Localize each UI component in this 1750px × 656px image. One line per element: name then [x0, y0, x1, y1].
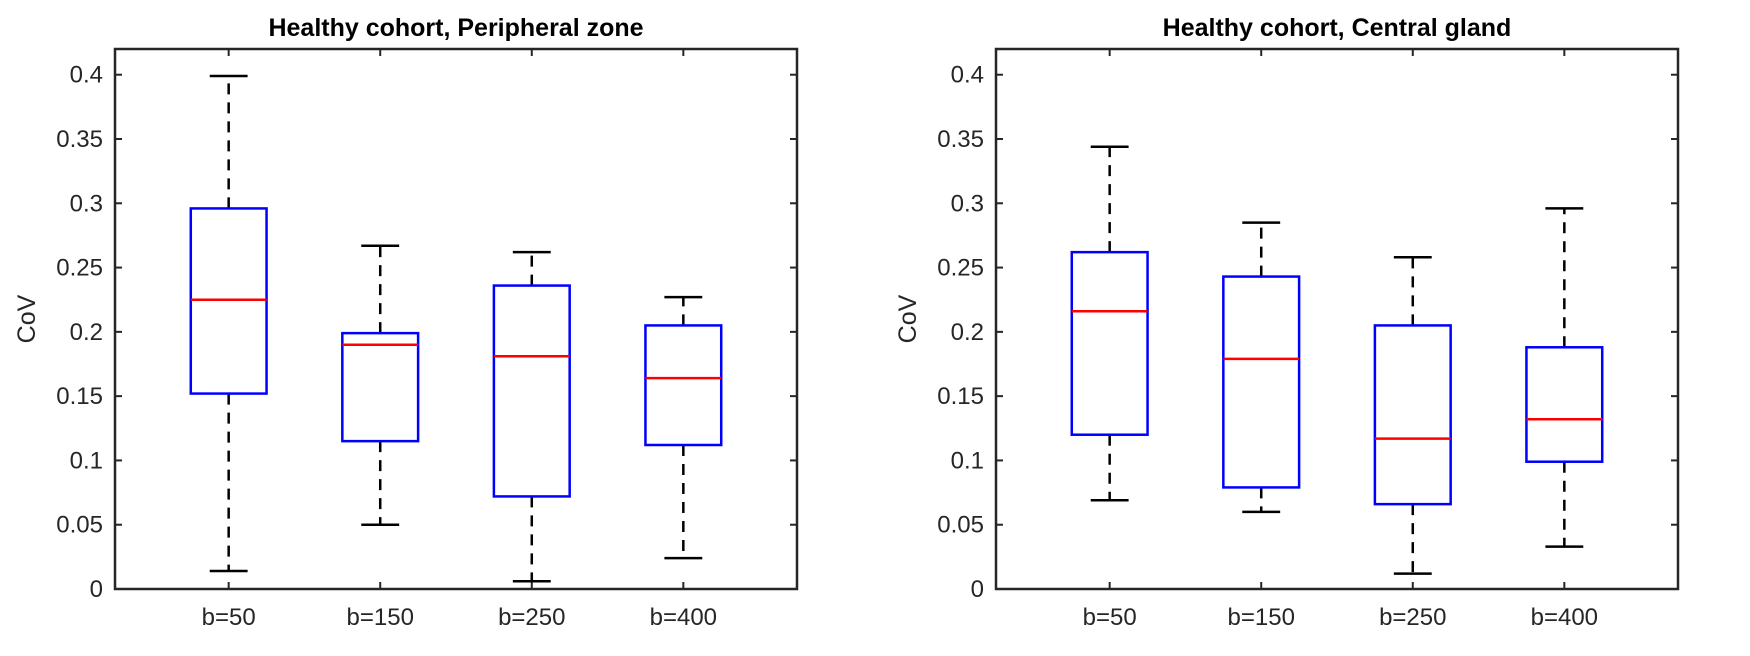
iqr-box	[1525, 346, 1604, 463]
peripheral-zone-y-tick-label: 0.25	[56, 255, 103, 282]
peripheral-zone-x-tick-label: b=400	[650, 604, 717, 631]
central-gland-box-b=250	[1373, 256, 1452, 575]
iqr-box	[644, 324, 723, 447]
peripheral-zone-title: Healthy cohort, Peripheral zone	[268, 14, 643, 42]
peripheral-zone-y-tick-label: 0.35	[56, 126, 103, 153]
peripheral-zone-y-tick-label: 0.05	[56, 512, 103, 539]
peripheral-zone-box-b=250	[492, 250, 571, 583]
central-gland-box-b=50	[1070, 145, 1149, 502]
iqr-box	[1373, 324, 1452, 506]
central-gland-panel: Healthy cohort, Central gland CoV 0 0.05 0.1…	[894, 14, 1680, 631]
peripheral-zone-y-tick-label: 0.2	[70, 319, 103, 346]
central-gland-box-b=400	[1525, 207, 1604, 548]
peripheral-zone-y-tick-label: 0.15	[56, 383, 103, 410]
iqr-box	[189, 207, 268, 395]
central-gland-y-tick-label: 0.3	[951, 190, 984, 217]
central-gland-y-tick-label: 0.05	[937, 512, 984, 539]
central-gland-title: Healthy cohort, Central gland	[1163, 14, 1512, 42]
iqr-box	[492, 284, 571, 498]
peripheral-zone-box-b=400	[644, 295, 723, 560]
peripheral-zone-y-tick-label: 0	[90, 576, 103, 603]
peripheral-zone-y-tick-label: 0.3	[70, 190, 103, 217]
central-gland-y-tick-label: 0.1	[951, 447, 984, 474]
peripheral-zone-box-b=50	[189, 74, 268, 573]
peripheral-zone-y-tick-label: 0.4	[70, 62, 103, 89]
iqr-box	[1070, 250, 1149, 436]
central-gland-y-tick-label: 0.4	[951, 62, 984, 89]
peripheral-zone-x-tick-label: b=50	[202, 604, 256, 631]
peripheral-zone-box-b=150	[341, 244, 420, 526]
iqr-box	[1222, 275, 1301, 489]
central-gland-y-tick-label: 0.25	[937, 255, 984, 282]
central-gland-y-tick-label: 0.2	[951, 319, 984, 346]
peripheral-zone-axes-frame	[113, 47, 799, 591]
peripheral-zone-y-tick-label: 0.1	[70, 447, 103, 474]
iqr-box	[341, 331, 420, 443]
peripheral-zone-panel: Healthy cohort, Peripheral zone CoV 0 0.05 0…	[13, 14, 799, 631]
peripheral-zone-x-tick-label: b=150	[347, 604, 414, 631]
central-gland-x-tick-label: b=50	[1083, 604, 1137, 631]
central-gland-y-tick-label: 0.35	[937, 126, 984, 153]
central-gland-axes-frame	[994, 47, 1680, 591]
central-gland-y-axis-label: CoV	[894, 294, 922, 343]
central-gland-y-tick-label: 0	[971, 576, 984, 603]
central-gland-x-tick-label: b=400	[1531, 604, 1598, 631]
central-gland-y-tick-label: 0.15	[937, 383, 984, 410]
central-gland-box-b=150	[1222, 221, 1301, 514]
peripheral-zone-y-axis-label: CoV	[13, 294, 41, 343]
peripheral-zone-x-tick-label: b=250	[498, 604, 565, 631]
central-gland-x-tick-label: b=150	[1228, 604, 1295, 631]
central-gland-x-tick-label: b=250	[1379, 604, 1446, 631]
